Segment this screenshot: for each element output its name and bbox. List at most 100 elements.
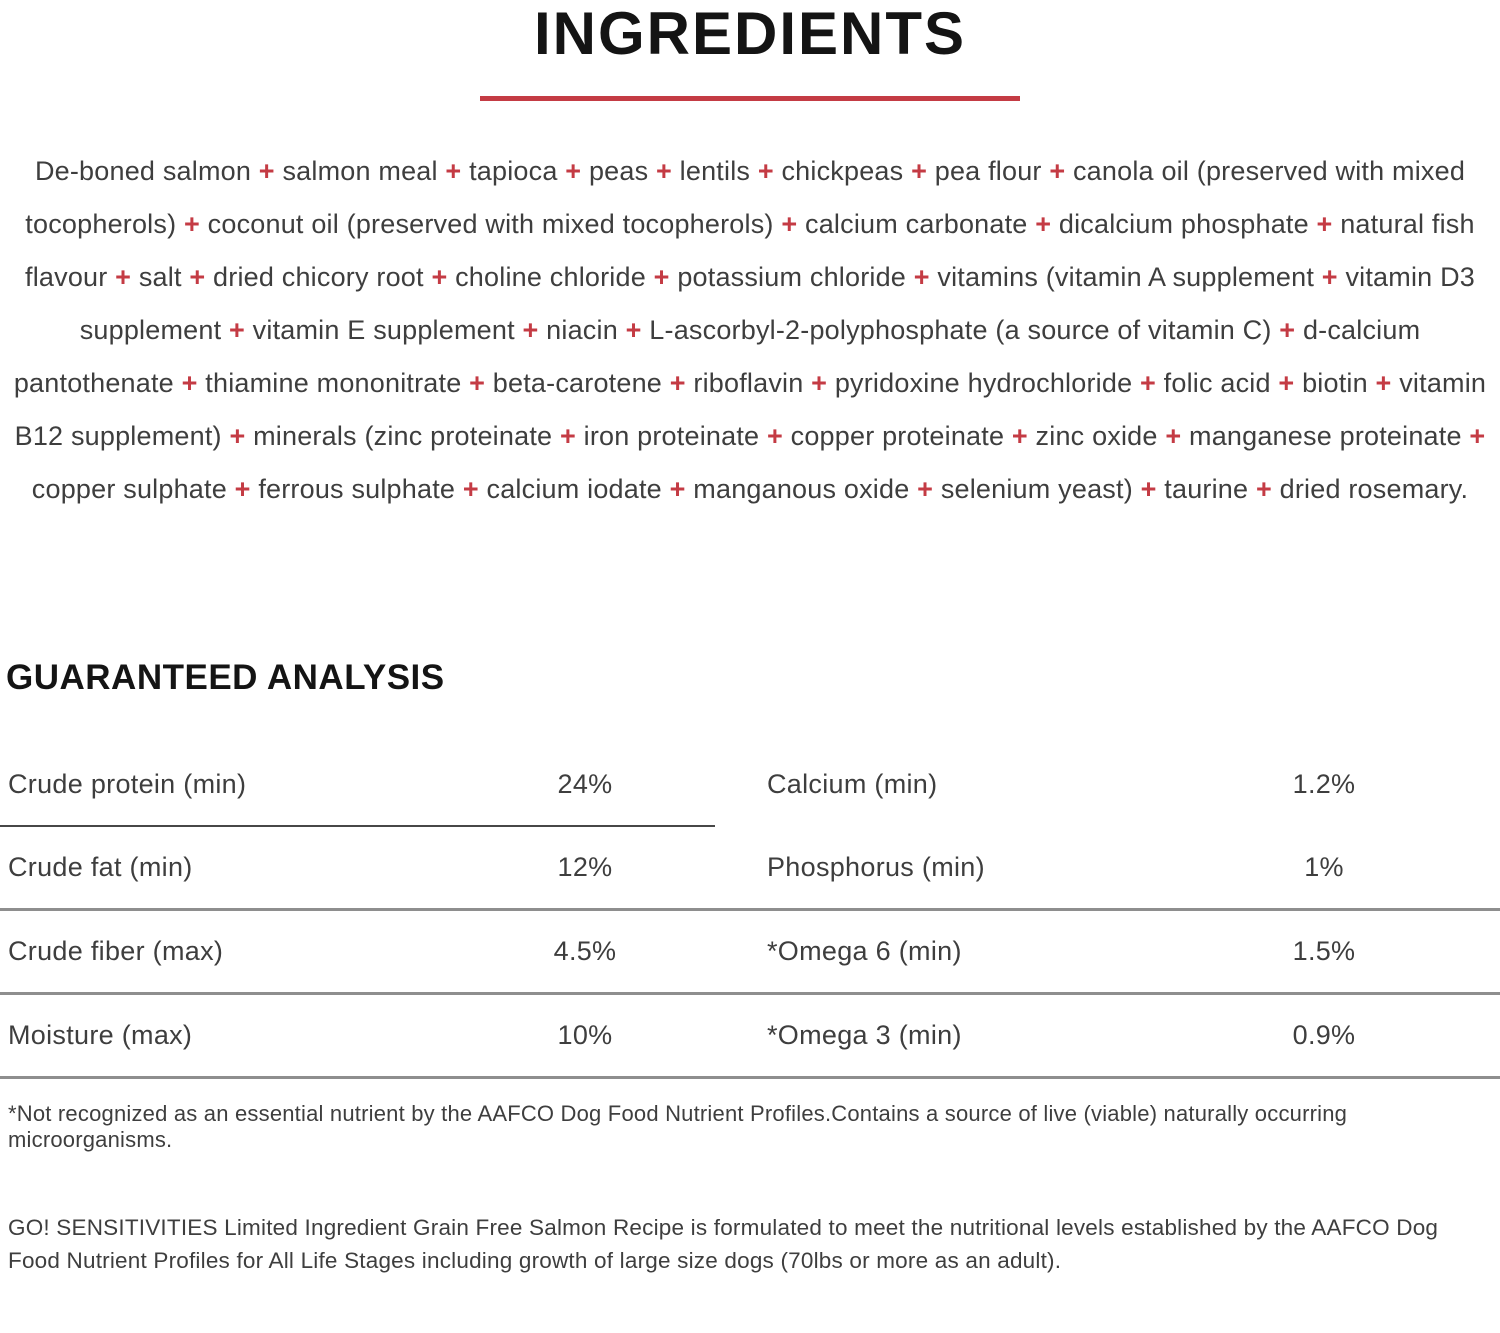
row-divider: [0, 908, 1500, 911]
analysis-label: Crude fat (min): [8, 852, 193, 882]
ingredient-item: salt: [138, 262, 182, 292]
plus-separator: +: [559, 421, 576, 451]
plus-separator: +: [469, 368, 486, 398]
analysis-cell-left: Crude fiber (max) 4.5%: [0, 936, 715, 967]
plus-separator: +: [1011, 421, 1028, 451]
plus-separator: +: [229, 421, 246, 451]
ingredient-item: dried chicory root: [213, 262, 424, 292]
ingredient-item: beta-carotene: [492, 368, 663, 398]
analysis-label: Crude protein (min): [8, 769, 247, 799]
plus-separator: +: [234, 474, 251, 504]
ingredient-item: De-boned salmon: [34, 156, 252, 186]
plus-separator: +: [1375, 368, 1392, 398]
ingredient-item: minerals (zinc proteinate: [253, 421, 553, 451]
ingredient-item: vitamin D3 supplement: [79, 262, 1475, 345]
analysis-row: Moisture (max) 10% *Omega 3 (min) 0.9%: [0, 995, 1500, 1076]
ingredient-item: iron proteinate: [583, 421, 760, 451]
analysis-value: 24%: [557, 769, 613, 799]
ingredient-item: copper proteinate: [790, 421, 1005, 451]
plus-separator: +: [766, 421, 783, 451]
analysis-value: 1.2%: [1292, 769, 1356, 799]
ingredient-item: taurine: [1164, 474, 1249, 504]
ingredient-item: natural fish flavour: [25, 209, 1475, 292]
plus-separator: +: [669, 474, 686, 504]
ingredient-item: vitamin B12 supplement): [14, 368, 1487, 451]
plus-separator: +: [229, 315, 245, 345]
plus-separator: +: [653, 262, 670, 292]
ingredient-item: peas: [588, 156, 649, 186]
analysis-label: *Omega 6 (min): [767, 936, 962, 966]
plus-separator: +: [917, 474, 934, 504]
analysis-cell-left: Crude protein (min) 24%: [0, 769, 715, 800]
ingredient-item: pea flour: [934, 156, 1042, 186]
plus-separator: +: [1316, 209, 1333, 239]
ingredient-item: dicalcium phosphate: [1058, 209, 1309, 239]
ingredient-item: copper sulphate: [31, 474, 227, 504]
guaranteed-analysis-table: Crude protein (min) 24% Calcium (min) 1.2% C…: [0, 744, 1500, 1079]
plus-separator: +: [1278, 368, 1295, 398]
guaranteed-analysis-title: GUARANTEED ANALYSIS: [6, 658, 445, 697]
analysis-cell-right: *Omega 3 (min) 0.9%: [715, 1020, 1500, 1051]
analysis-value: 0.9%: [1292, 1020, 1356, 1050]
plus-separator: +: [445, 156, 462, 186]
plus-separator: +: [757, 156, 774, 186]
plus-separator: +: [1279, 315, 1296, 345]
title-underline-rule: [480, 96, 1020, 101]
analysis-value: 1%: [1304, 852, 1344, 882]
ingredient-item: tapioca: [469, 156, 558, 186]
ingredients-text: De-boned salmon + salmon meal + tapioca …: [0, 145, 1500, 516]
ingredient-item: thiamine mononitrate: [205, 368, 462, 398]
ingredient-item: salmon meal: [282, 156, 438, 186]
row-divider: [0, 825, 715, 827]
ingredient-item: choline chloride: [455, 262, 646, 292]
analysis-cell-right: *Omega 6 (min) 1.5%: [715, 936, 1500, 967]
formulation-statement: GO! SENSITIVITIES Limited Ingredient Gra…: [8, 1215, 1439, 1273]
ingredient-item: L-ascorbyl-2-polyphosphate (a source of …: [649, 315, 1272, 345]
ingredient-item: calcium carbonate: [805, 209, 1028, 239]
plus-separator: +: [115, 262, 132, 292]
analysis-cell-right: Calcium (min) 1.2%: [715, 769, 1500, 800]
plus-separator: +: [1140, 474, 1157, 504]
analysis-cell-right: Phosphorus (min) 1%: [715, 852, 1500, 883]
plus-separator: +: [181, 368, 198, 398]
analysis-label: *Omega 3 (min): [767, 1020, 962, 1050]
analysis-cell-left: Moisture (max) 10%: [0, 1020, 715, 1051]
ingredient-item: niacin: [546, 315, 618, 345]
ingredient-item: canola oil (preserved with mixed tocophe…: [25, 156, 1466, 239]
ingredient-item: vitamin E supplement: [252, 315, 515, 345]
plus-separator: +: [625, 315, 642, 345]
plus-separator: +: [1140, 368, 1156, 398]
ingredient-item: d-calcium pantothenate: [13, 315, 1421, 398]
plus-separator: +: [669, 368, 686, 398]
plus-separator: +: [1165, 421, 1182, 451]
plus-separator: +: [911, 156, 928, 186]
analysis-value: 4.5%: [553, 936, 617, 966]
ingredient-item: zinc oxide: [1035, 421, 1158, 451]
plus-separator: +: [656, 156, 672, 186]
ingredient-item: vitamins (vitamin A supplement: [937, 262, 1315, 292]
plus-separator: +: [258, 156, 275, 186]
plus-separator: +: [431, 262, 448, 292]
plus-separator: +: [522, 315, 539, 345]
plus-separator: +: [913, 262, 930, 292]
analysis-value: 12%: [557, 852, 613, 882]
ingredient-item: selenium yeast): [940, 474, 1133, 504]
ingredient-item: biotin: [1302, 368, 1368, 398]
plus-separator: +: [1035, 209, 1052, 239]
analysis-label: Moisture (max): [8, 1020, 193, 1050]
analysis-row: Crude fat (min) 12% Phosphorus (min) 1%: [0, 827, 1500, 908]
ingredient-item: folic acid: [1163, 368, 1271, 398]
analysis-cell-left: Crude fat (min) 12%: [0, 852, 715, 883]
ingredient-item: lentils: [679, 156, 751, 186]
plus-separator: +: [462, 474, 479, 504]
analysis-value: 1.5%: [1292, 936, 1356, 966]
analysis-label: Crude fiber (max): [8, 936, 224, 966]
ingredient-item: calcium iodate: [486, 474, 662, 504]
analysis-row: Crude fiber (max) 4.5% *Omega 6 (min) 1.5%: [0, 911, 1500, 992]
row-divider: [0, 1076, 1500, 1079]
plus-separator: +: [565, 156, 582, 186]
plus-separator: +: [1255, 474, 1272, 504]
ingredient-item: chickpeas: [781, 156, 904, 186]
plus-separator: +: [189, 262, 206, 292]
